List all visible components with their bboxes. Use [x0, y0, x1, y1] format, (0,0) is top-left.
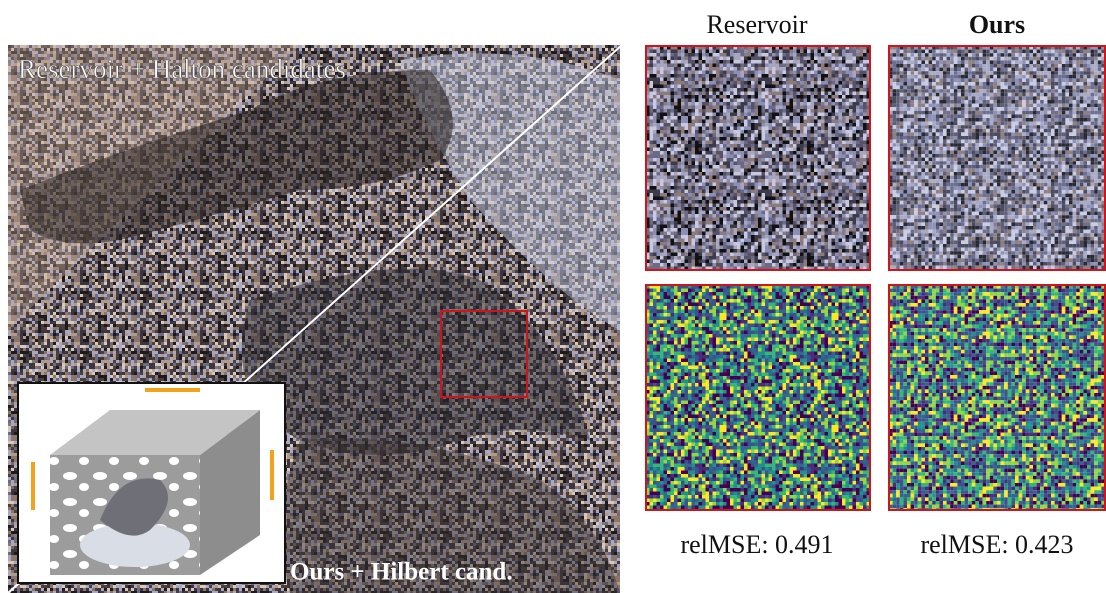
- error-map: [889, 285, 1105, 510]
- crop-render: [889, 46, 1105, 270]
- metric: relMSE: 0.423: [920, 530, 1073, 559]
- top-label: Reservoir + Halton candidates: [18, 54, 346, 84]
- figure: Reservoir + Halton candidates Ours + Hil…: [0, 0, 1106, 593]
- scene-inset: [18, 383, 285, 583]
- crop-render: [646, 46, 870, 270]
- error-map: [646, 285, 870, 510]
- metric: relMSE: 0.491: [680, 530, 833, 559]
- bottom-label: Ours + Hilbert cand.: [290, 559, 513, 586]
- crop-title: Reservoir: [706, 10, 807, 39]
- crop-title: Ours: [969, 10, 1025, 39]
- main-render: Reservoir + Halton candidates Ours + Hil…: [8, 45, 622, 593]
